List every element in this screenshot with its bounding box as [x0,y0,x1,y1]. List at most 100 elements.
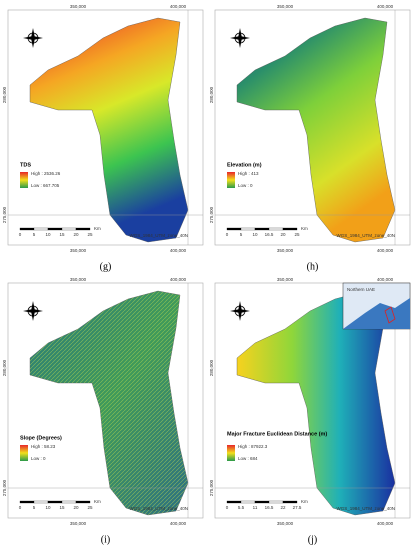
scale-label: 20 [280,232,286,237]
scale-label: 0 [226,232,229,237]
scale-label: 27.5 [293,505,302,510]
legend-title: Elevation (m) [227,162,262,168]
scale-label: 25 [87,505,93,510]
scale-unit: Km [301,226,308,231]
inset-label: Northern UAE [347,287,375,292]
legend-low: Low : 0 [31,456,46,461]
scale-label: 10 [45,232,51,237]
map-frame [7,9,204,246]
scale-label: 0 [19,232,22,237]
crs-label: WGS_1984_UTM_zone_40N [129,233,188,238]
north-arrow [23,28,43,48]
map-frame [214,9,411,246]
coordinate-label: 350,000 [277,248,294,253]
scale-bar [75,227,91,231]
legend-high: High : 58.23 [31,444,56,449]
coordinate-label: 400,000 [170,248,187,253]
coordinate-label: 400,000 [377,277,394,282]
map-panel: 350,000 350,000 400,000 400,000 280,000 275,0… [2,277,204,545]
map-frame [214,282,411,519]
scale-bar [33,227,49,231]
coordinate-label: 275,000 [2,206,7,223]
scale-label: 20 [73,232,79,237]
coordinate-label: 280,000 [209,86,214,103]
scale-bar [47,500,63,504]
north-arrow [230,28,250,48]
scale-bar [19,227,35,231]
scale-label: 10 [45,505,51,510]
map-panel: 350,000 350,000 400,000 400,000 280,000 275,0… [209,4,411,272]
coordinate-label: 350,000 [70,277,87,282]
legend-high: High : 87922.3 [238,444,268,449]
scale-label: 20 [73,505,79,510]
scale-bar [226,227,242,231]
scale-bar [226,500,242,504]
scale-label: 15 [59,505,65,510]
scale-bar [254,500,270,504]
scale-label: 5 [33,232,36,237]
coordinate-label: 400,000 [170,521,187,526]
inset-land [343,298,410,329]
coordinate-label: 350,000 [277,521,294,526]
legend-title: Major Fracture Euclidean Distance (m) [227,431,327,437]
scale-label: 25 [87,232,93,237]
scale-unit: Km [94,226,101,231]
coordinate-label: 350,000 [70,521,87,526]
coordinate-label: 350,000 [277,4,294,9]
panel-label: (j) [308,534,317,545]
coordinate-label: 400,000 [377,248,394,253]
legend-ramp [227,445,235,461]
scale-bar [240,500,256,504]
scale-label: 0 [226,505,229,510]
legend-high: High : 413 [238,171,259,176]
coordinate-label: 280,000 [2,86,7,103]
scale-label: 22 [280,505,286,510]
scale-bar [61,500,77,504]
map-frame [7,282,204,519]
legend-ramp [20,172,28,188]
scale-label: 15 [59,232,65,237]
crs-label: WGS_1984_UTM_zone_40N [129,506,188,511]
scale-unit: Km [94,499,101,504]
coordinate-label: 400,000 [170,277,187,282]
coordinate-label: 275,000 [2,479,7,496]
scale-label: 0 [19,505,22,510]
scale-unit: Km [301,499,308,504]
study-area [236,290,396,516]
north-arrow [23,301,43,321]
scale-bar [268,500,284,504]
coordinate-label: 350,000 [277,277,294,282]
north-arrow [230,301,250,321]
scale-label: 10 [252,232,258,237]
scale-bar [282,500,298,504]
legend-ramp [227,172,235,188]
scale-bar [19,500,35,504]
study-area [236,17,396,243]
legend-low: Low : 667.705 [31,183,60,188]
inset-area [384,306,396,324]
legend-high: High : 2536.26 [31,171,61,176]
coordinate-label: 275,000 [209,479,214,496]
scale-bar [282,227,298,231]
legend-ramp [20,445,28,461]
crs-label: WGS_1984_UTM_zone_40N [336,506,395,511]
scale-bar [75,500,91,504]
panel-label: (g) [100,261,112,272]
scale-bar [254,227,270,231]
legend-low: Low : 684 [238,456,258,461]
scale-label: 5.5 [238,505,245,510]
study-area [29,17,189,243]
scale-bar [61,227,77,231]
scale-label: 16.5 [265,232,274,237]
scale-bar [240,227,256,231]
coordinate-label: 280,000 [209,359,214,376]
map-panel: 350,000 350,000 400,000 400,000 280,000 275,0… [2,4,204,272]
crs-label: WGS_1984_UTM_zone_40N [336,233,395,238]
scale-bar [33,500,49,504]
scale-bar [268,227,284,231]
scale-label: 5 [33,505,36,510]
legend-title: TDS [20,162,31,168]
coordinate-label: 400,000 [170,4,187,9]
coordinate-label: 400,000 [377,521,394,526]
